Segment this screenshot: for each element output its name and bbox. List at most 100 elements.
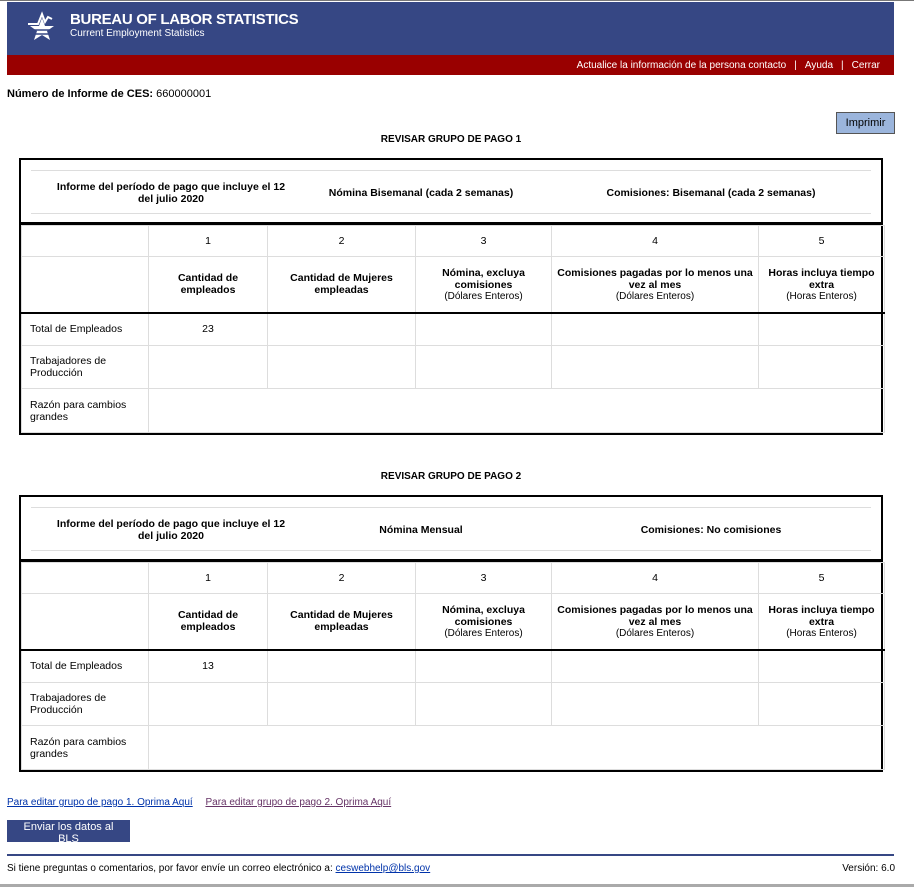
- column-number: 5: [758, 562, 885, 594]
- site-title: BUREAU OF LABOR STATISTICS: [70, 11, 299, 28]
- report-number-value: 660000001: [156, 88, 212, 100]
- commission-frequency: Comisiones: Bisemanal (cada 2 semanas): [606, 186, 816, 199]
- table-row: Trabajadores de Producción: [21, 682, 885, 726]
- column-unit: (Horas Enteros): [786, 627, 857, 639]
- data-cell: [148, 682, 268, 726]
- data-cell: [551, 682, 759, 726]
- group-1-title: REVISAR GRUPO DE PAGO 1: [380, 134, 522, 145]
- data-cell: [267, 682, 416, 726]
- column-header: Horas incluya tiempo extra (Horas Enteros…: [758, 593, 885, 651]
- row-label: Total de Empleados: [21, 649, 149, 683]
- data-cell: [758, 345, 885, 389]
- divider: [31, 507, 871, 508]
- column-number: 3: [415, 225, 552, 257]
- data-cell: [415, 312, 552, 346]
- row-label: Trabajadores de Producción: [21, 682, 149, 726]
- column-number: 2: [267, 562, 416, 594]
- report-number: Número de Informe de CES: 660000001: [7, 88, 211, 100]
- group-summary: Informe del período de pago que incluye …: [21, 160, 881, 225]
- data-cell: [551, 312, 759, 346]
- data-cell: [758, 649, 885, 683]
- column-number: 4: [551, 225, 759, 257]
- column-header: Cantidad de empleados: [148, 256, 268, 314]
- data-cell: 23: [148, 312, 268, 346]
- column-header: Nómina, excluya comisiones (Dólares Enter…: [415, 593, 552, 651]
- group-summary: Informe del período de pago que incluye …: [21, 497, 881, 562]
- column-title: Cantidad de empleados: [177, 609, 239, 634]
- row-label: Total de Empleados: [21, 312, 149, 346]
- site-header: BUREAU OF LABOR STATISTICS Current Emplo…: [7, 2, 894, 55]
- blank-cell: [21, 593, 149, 651]
- column-number: 4: [551, 562, 759, 594]
- row-label: Trabajadores de Producción: [21, 345, 149, 389]
- column-header: Horas incluya tiempo extra (Horas Enteros…: [758, 256, 885, 314]
- pay-group-1-table: Informe del período de pago que incluye …: [19, 158, 885, 435]
- column-header: Nómina, excluya comisiones (Dólares Enter…: [415, 256, 552, 314]
- reason-cell: [148, 725, 885, 770]
- column-unit: (Dólares Enteros): [444, 627, 523, 639]
- column-number: 3: [415, 562, 552, 594]
- blank-cell: [21, 256, 149, 314]
- group-2-title: REVISAR GRUPO DE PAGO 2: [380, 471, 522, 482]
- report-number-label: Número de Informe de CES:: [7, 88, 154, 100]
- column-header: Cantidad de Mujeres empleadas: [267, 256, 416, 314]
- payroll-frequency: Nómina Mensual: [379, 523, 463, 536]
- column-title: Cantidad de empleados: [177, 272, 239, 297]
- column-title: Horas incluya tiempo extra: [768, 266, 875, 291]
- edit-group-1-link[interactable]: Para editar grupo de pago 1. Oprima Aquí: [7, 797, 193, 808]
- pay-period: Informe del período de pago que incluye …: [56, 517, 286, 542]
- top-nav: Actualice la información de la persona c…: [7, 55, 894, 75]
- column-unit: (Dólares Enteros): [444, 290, 523, 302]
- data-cell: [415, 345, 552, 389]
- footer-text: Si tiene preguntas o comentarios, por fa…: [7, 863, 430, 874]
- column-header: Comisiones pagadas por lo menos una vez …: [551, 256, 759, 314]
- footer-divider: [7, 854, 894, 856]
- data-cell: [267, 345, 416, 389]
- help-email-link[interactable]: ceswebhelp@bls.gov: [335, 863, 431, 874]
- column-title: Comisiones pagadas por lo menos una vez …: [557, 603, 753, 628]
- column-title: Horas incluya tiempo extra: [768, 603, 875, 628]
- data-cell: [415, 649, 552, 683]
- table-row: Trabajadores de Producción: [21, 345, 885, 389]
- edit-group-2-link[interactable]: Para editar grupo de pago 2. Oprima Aquí: [205, 797, 392, 808]
- row-label: Razón para cambios grandes: [21, 388, 149, 433]
- bls-star-logo-icon: [28, 11, 54, 40]
- site-subtitle: Current Employment Statistics: [70, 28, 205, 39]
- data-cell: [758, 312, 885, 346]
- column-title: Nómina, excluya comisiones: [442, 603, 525, 628]
- data-cell: [551, 345, 759, 389]
- blank-cell: [21, 225, 149, 257]
- column-header: Cantidad de empleados: [148, 593, 268, 651]
- divider: [31, 213, 871, 214]
- column-number: 5: [758, 225, 885, 257]
- print-button[interactable]: Imprimir: [836, 112, 895, 134]
- edit-links: Para editar grupo de pago 1. Oprima Aquí…: [7, 797, 401, 808]
- help-link[interactable]: Ayuda: [804, 59, 834, 71]
- divider: [31, 550, 871, 551]
- nav-separator: |: [841, 59, 844, 71]
- pay-group-2-table: Informe del período de pago que incluye …: [19, 495, 885, 772]
- data-cell: 13: [148, 649, 268, 683]
- column-header: Comisiones pagadas por lo menos una vez …: [551, 593, 759, 651]
- column-unit: (Dólares Enteros): [615, 627, 695, 639]
- column-title: Cantidad de Mujeres empleadas: [290, 272, 393, 297]
- column-unit: (Horas Enteros): [786, 290, 857, 302]
- update-contact-link[interactable]: Actualice la información de la persona c…: [576, 59, 787, 71]
- column-number: 1: [148, 225, 268, 257]
- data-cell: [267, 312, 416, 346]
- close-link[interactable]: Cerrar: [851, 59, 880, 71]
- version: Versión: 6.0: [842, 863, 895, 874]
- footer-message: Si tiene preguntas o comentarios, por fa…: [7, 863, 333, 874]
- column-title: Cantidad de Mujeres empleadas: [290, 609, 393, 634]
- row-label: Razón para cambios grandes: [21, 725, 149, 770]
- table-row: Total de Empleados 23: [21, 312, 885, 346]
- pay-period: Informe del período de pago que incluye …: [56, 180, 286, 205]
- payroll-frequency: Nómina Bisemanal (cada 2 semanas): [328, 186, 514, 199]
- divider: [31, 170, 871, 171]
- data-cell: [267, 649, 416, 683]
- reason-cell: [148, 388, 885, 433]
- submit-button[interactable]: Enviar los datos al BLS: [7, 820, 130, 845]
- commission-frequency: Comisiones: No comisiones: [640, 523, 782, 536]
